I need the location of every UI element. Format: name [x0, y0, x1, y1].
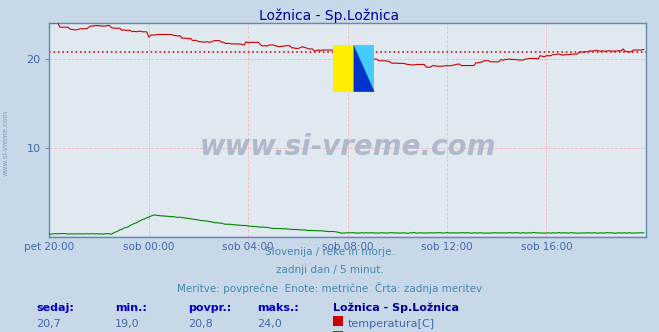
Text: 20,7: 20,7 [36, 319, 61, 329]
Text: Ložnica - Sp.Ložnica: Ložnica - Sp.Ložnica [333, 303, 459, 313]
Text: Ložnica - Sp.Ložnica: Ložnica - Sp.Ložnica [260, 8, 399, 23]
Text: zadnji dan / 5 minut.: zadnji dan / 5 minut. [275, 265, 384, 275]
Text: Meritve: povprečne  Enote: metrične  Črta: zadnja meritev: Meritve: povprečne Enote: metrične Črta:… [177, 282, 482, 294]
Text: maks.:: maks.: [257, 303, 299, 313]
Polygon shape [354, 44, 374, 92]
Text: 19,0: 19,0 [115, 319, 140, 329]
Text: min.:: min.: [115, 303, 147, 313]
Text: 20,8: 20,8 [188, 319, 213, 329]
Text: Slovenija / reke in morje.: Slovenija / reke in morje. [264, 247, 395, 257]
Text: 24,0: 24,0 [257, 319, 282, 329]
FancyBboxPatch shape [354, 44, 374, 92]
Text: www.si-vreme.com: www.si-vreme.com [2, 110, 9, 176]
Text: sedaj:: sedaj: [36, 303, 74, 313]
Text: temperatura[C]: temperatura[C] [347, 319, 434, 329]
FancyBboxPatch shape [333, 44, 354, 92]
Text: www.si-vreme.com: www.si-vreme.com [200, 133, 496, 161]
Text: povpr.:: povpr.: [188, 303, 231, 313]
